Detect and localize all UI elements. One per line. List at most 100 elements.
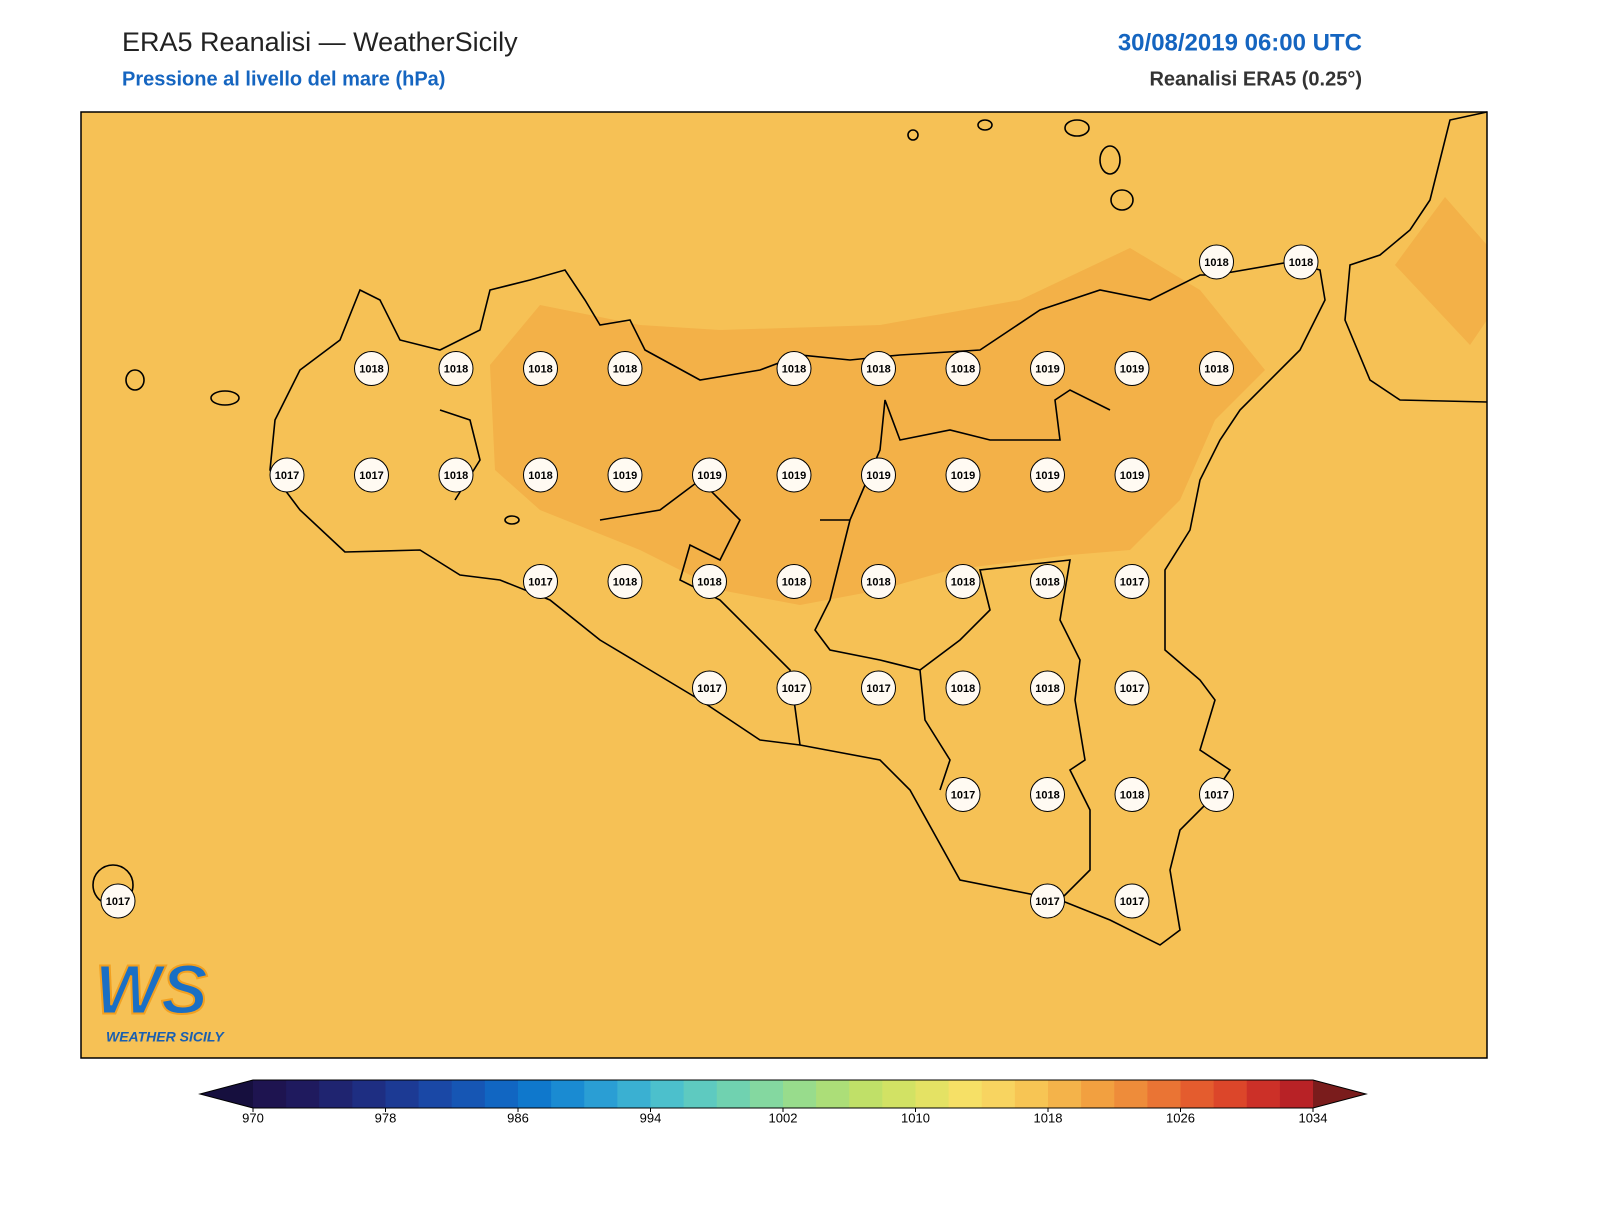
station-marker (607, 457, 643, 493)
station-value: 1018 (1204, 363, 1228, 375)
station-value: 1017 (1120, 683, 1144, 695)
station-marker (523, 564, 558, 599)
station: 1019 (776, 457, 812, 493)
station: 1018 (945, 564, 981, 599)
stations: 1018 1018 1018 1018 1018 1018 1018 1018 1018 1019… (100, 244, 1319, 919)
station: 1017 (1114, 670, 1150, 706)
station-marker (692, 670, 727, 706)
station-value: 1018 (613, 576, 637, 588)
station-marker (607, 351, 643, 386)
station-marker (1199, 777, 1234, 812)
station: 1018 (776, 564, 812, 599)
station: 1017 (269, 457, 305, 493)
colorbar: 970 978 986 994 1002 1010 1018 1026 1034 (198, 1079, 1368, 1125)
station: 1019 (1114, 457, 1150, 493)
station-value: 1019 (1120, 363, 1144, 375)
station-marker (776, 564, 812, 599)
station-value: 1017 (782, 683, 806, 695)
colorbar-box (716, 1080, 751, 1108)
station-marker (1114, 564, 1150, 599)
station-value: 1017 (1120, 576, 1144, 588)
station: 1019 (945, 457, 981, 493)
logo-mark: WS (95, 950, 208, 1028)
colorbar-tick-label: 1002 (769, 1110, 798, 1125)
station: 1018 (354, 351, 389, 386)
station: 1017 (861, 670, 896, 706)
colorbar-box (849, 1080, 883, 1108)
station-marker (1114, 351, 1150, 386)
logo-text: WEATHER SICILY (106, 1029, 225, 1045)
station-marker (1114, 670, 1150, 706)
colorbar-box (551, 1080, 585, 1108)
station-value: 1019 (1035, 470, 1059, 482)
colorbar-box (749, 1080, 784, 1108)
colorbar-box (253, 1080, 287, 1108)
station: 1018 (692, 564, 727, 599)
colorbar-box (1279, 1080, 1314, 1108)
station-value: 1018 (1035, 789, 1059, 801)
station-marker (861, 351, 896, 386)
station: 1017 (354, 457, 389, 493)
station-marker (692, 564, 727, 599)
station: 1017 (1199, 777, 1234, 812)
station: 1018 (945, 351, 981, 386)
station-value: 1018 (1289, 257, 1313, 269)
station: 1018 (1199, 351, 1234, 386)
station-value: 1019 (866, 470, 890, 482)
station-marker (1283, 244, 1319, 280)
colorbar-box (1014, 1080, 1049, 1108)
station-value: 1018 (613, 363, 637, 375)
station-value: 1018 (697, 576, 721, 588)
station: 1019 (1030, 457, 1065, 493)
station-value: 1017 (528, 576, 552, 588)
station-marker (945, 670, 981, 706)
station-value: 1018 (1120, 789, 1144, 801)
station: 1019 (861, 457, 896, 493)
station-marker (776, 351, 812, 386)
station-marker (354, 457, 389, 493)
colorbar-box (484, 1080, 519, 1108)
station-marker (607, 564, 643, 599)
station-marker (1030, 670, 1065, 706)
colorbar-box (286, 1080, 320, 1108)
station-marker (1030, 564, 1065, 599)
station-value: 1017 (697, 683, 721, 695)
station-value: 1017 (951, 789, 975, 801)
station: 1017 (100, 883, 136, 919)
map: 1018 1018 1018 1018 1018 1018 1018 1018 1018 1019… (80, 111, 1488, 1059)
station: 1017 (1114, 883, 1150, 919)
station: 1018 (438, 351, 474, 386)
colorbar-box (948, 1080, 983, 1108)
station-value: 1018 (782, 363, 806, 375)
colorbar-tick-label: 994 (640, 1110, 662, 1125)
station-marker (100, 883, 136, 919)
colorbar-box (617, 1080, 651, 1108)
station-marker (1030, 777, 1065, 812)
station-value: 1018 (444, 470, 468, 482)
station: 1018 (523, 351, 558, 386)
station: 1017 (945, 777, 981, 812)
logo: WS WEATHER SICILY (94, 949, 225, 1045)
station: 1018 (607, 564, 643, 599)
colorbar-box (352, 1080, 386, 1108)
station: 1018 (1030, 670, 1065, 706)
colorbar-box (1180, 1080, 1215, 1108)
station: 1019 (692, 457, 727, 493)
station-marker (1199, 244, 1234, 280)
station-marker (269, 457, 305, 493)
date: 30/08/2019 06:00 UTC (1118, 29, 1362, 56)
source: Reanalisi ERA5 (0.25°) (1149, 68, 1362, 90)
station-value: 1017 (359, 470, 383, 482)
map-frame (80, 111, 1488, 1059)
station-value: 1018 (1035, 683, 1059, 695)
station: 1018 (1199, 244, 1234, 280)
station-value: 1017 (1204, 789, 1228, 801)
colorbar-box (518, 1080, 552, 1108)
station: 1018 (523, 457, 558, 493)
station-value: 1018 (528, 470, 552, 482)
colorbar-box (1081, 1080, 1115, 1108)
station: 1018 (945, 670, 981, 706)
colorbar-box (1213, 1080, 1248, 1108)
station-value: 1018 (866, 363, 890, 375)
